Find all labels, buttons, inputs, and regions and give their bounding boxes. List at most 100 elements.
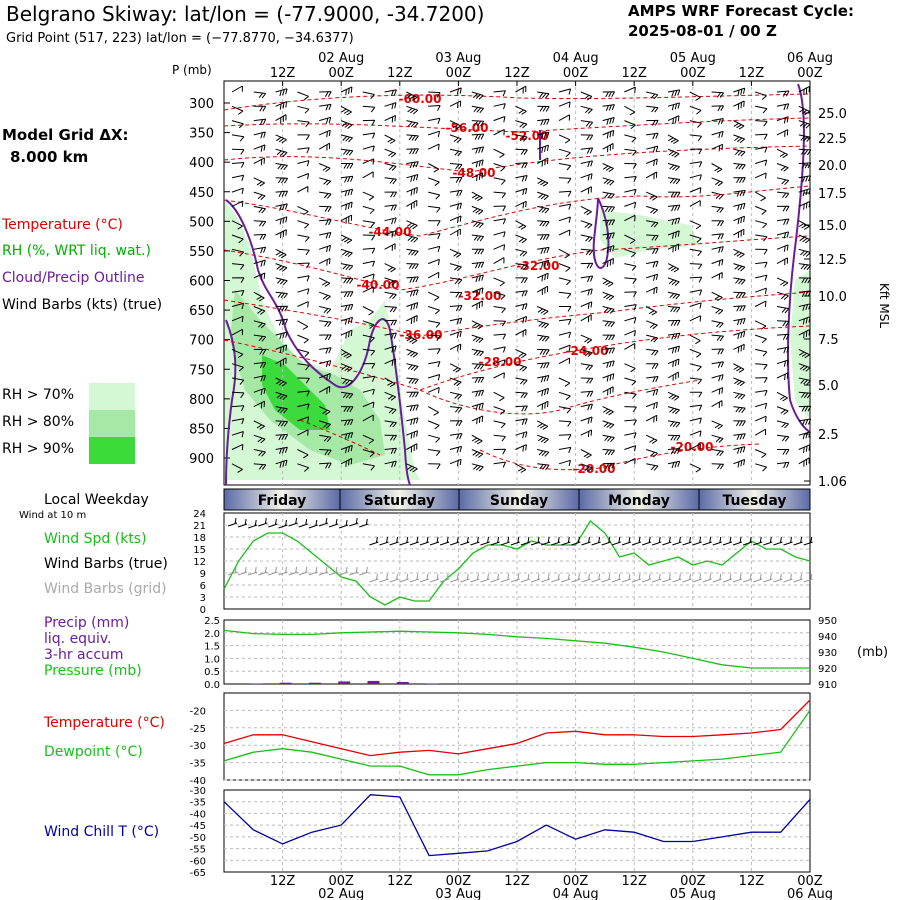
wind-barb [428, 320, 441, 328]
wind-barb-true [631, 536, 642, 546]
legend-rh70: RH > 70% [2, 387, 75, 403]
wind-barb [449, 100, 462, 109]
wind-barb [776, 148, 788, 159]
wind-barb [253, 361, 267, 369]
height-tick-label: 10.0 [818, 290, 847, 305]
wind-barb-grid [409, 573, 419, 583]
wind-barb [449, 391, 463, 400]
wind-barb [384, 447, 397, 455]
wind-barb [537, 91, 550, 99]
wind-barb-grid [763, 573, 773, 583]
temperature-label: Temperature (°C) [43, 715, 165, 731]
wind-barb [777, 449, 790, 455]
wind-barb [515, 290, 528, 297]
wind-barb [667, 420, 681, 428]
wind-barb [253, 348, 267, 355]
wind-barb [275, 446, 288, 454]
wind-barb [449, 330, 462, 339]
wind-barb [580, 390, 594, 398]
wind-barb [362, 306, 374, 316]
wind-barb [275, 305, 289, 312]
wind-barb [297, 377, 310, 384]
wind-barb-grid [621, 573, 632, 583]
wind-barb [667, 191, 681, 198]
wind-barb [253, 306, 266, 315]
wind-barb [733, 134, 746, 144]
wind-barb [711, 118, 724, 125]
precip-y-tick-label: 2.0 [204, 629, 220, 640]
legend-rh: RH (%, WRT liq. wat.) [2, 243, 151, 259]
wind-barb [493, 148, 505, 159]
wind-barb [253, 434, 266, 444]
wind-barb [253, 105, 267, 112]
wind-barb [624, 419, 637, 426]
wind-barb [231, 315, 244, 323]
wind-barb [798, 105, 810, 116]
wind-barb [602, 205, 616, 213]
wind-barb [580, 147, 594, 154]
wind-barb [449, 377, 462, 387]
wind-barb-true [237, 518, 248, 528]
wind-barb [798, 405, 812, 412]
wind-barb [602, 434, 615, 443]
wind-barb-grid [369, 573, 379, 583]
wind-barb [733, 318, 746, 326]
wind-barb [733, 377, 745, 387]
top-time-label: 12Z [504, 66, 530, 81]
wind-barb [667, 102, 680, 111]
wind-barb-true [298, 518, 308, 528]
wind-barb [646, 158, 658, 166]
wind-barb [384, 420, 397, 428]
wind-barb-grid [692, 573, 702, 583]
wind-barb [319, 420, 332, 429]
top-date-label: 04 Aug [553, 51, 599, 66]
wind-barb [231, 174, 245, 181]
wind-barb [776, 205, 790, 212]
wind-barb [406, 363, 419, 371]
pressure-tick-label: 450 [189, 186, 214, 201]
wind-barb [340, 175, 354, 183]
cloud-outline [225, 199, 411, 486]
wind-barb [602, 129, 615, 139]
wind-barb [558, 88, 572, 95]
wind-barb [798, 85, 810, 96]
wind-barb [776, 129, 789, 137]
wind-barb [340, 86, 353, 96]
wind-barb [537, 449, 550, 457]
wind-barb [645, 306, 658, 316]
wind-barb [319, 244, 331, 253]
wind-barb [340, 291, 354, 298]
wind-barb [297, 390, 310, 397]
wind-barb [624, 234, 636, 244]
wind-barb [646, 363, 659, 369]
wind-barb [667, 243, 680, 253]
top-time-label: 00Z [328, 66, 354, 81]
wind-barbs-grid-label: Wind Barbs (grid) [44, 581, 167, 597]
legend-cloud-outline: Cloud/Precip Outline [2, 270, 145, 286]
wind-barb [624, 148, 637, 156]
wind-barb [558, 291, 572, 299]
wind-barb [428, 348, 441, 355]
wind-barb-grid [379, 573, 389, 583]
wind-barb [689, 417, 702, 424]
wind-barb [667, 345, 680, 354]
wind-barb [406, 302, 419, 311]
wind-barb-grid [460, 573, 470, 583]
wind-barb-true [248, 519, 258, 529]
wind-barb [624, 329, 636, 337]
bottom-date-label: 06 Aug [787, 887, 833, 900]
wind-barb [275, 406, 288, 414]
isotherm-label: -40.00 [357, 278, 400, 292]
wind-barb [558, 216, 571, 223]
wind-barb [231, 302, 245, 310]
wind-barb [689, 302, 702, 309]
wind-barb [340, 329, 353, 339]
wind-barb [537, 434, 549, 444]
wind-barb [755, 133, 768, 140]
wind-barb [341, 163, 354, 169]
wind-barb [689, 276, 703, 283]
wind-barb [580, 301, 593, 309]
pressure-tick-label: 850 [189, 422, 214, 437]
temp-y-tick-label: -30 [190, 741, 206, 752]
bottom-date-label: 02 Aug [318, 887, 364, 900]
